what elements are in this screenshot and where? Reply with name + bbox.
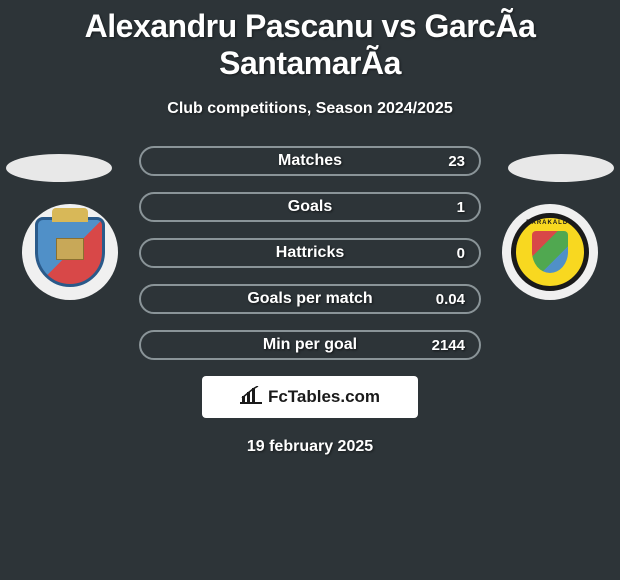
branding-panel[interactable]: FcTables.com <box>202 376 418 418</box>
stat-label: Hattricks <box>276 244 344 262</box>
stat-value-right: 23 <box>448 153 465 170</box>
stat-bars: Matches 23 Goals 1 Hattricks 0 Goals per… <box>139 146 481 360</box>
stat-value-right: 0 <box>457 245 465 262</box>
stat-label: Goals <box>288 198 332 216</box>
stat-label: Goals per match <box>247 290 372 308</box>
club-badge-left-castle-icon <box>56 238 84 260</box>
footer-date: 19 february 2025 <box>0 438 620 456</box>
chart-icon <box>240 386 262 409</box>
page-title: Alexandru Pascanu vs GarcÃa SantamarÃa <box>0 0 620 82</box>
stat-bar-goals: Goals 1 <box>139 192 481 222</box>
club-badge-left-shield <box>35 217 105 287</box>
stat-label: Matches <box>278 152 342 170</box>
stat-value-right: 2144 <box>432 337 465 354</box>
club-badge-left <box>22 204 118 300</box>
comparison-card: Alexandru Pascanu vs GarcÃa SantamarÃa C… <box>0 0 620 580</box>
stat-bar-hattricks: Hattricks 0 <box>139 238 481 268</box>
club-badge-right-shield-icon <box>532 231 568 273</box>
stat-bar-matches: Matches 23 <box>139 146 481 176</box>
player-left-avatar-placeholder <box>6 154 112 182</box>
stat-value-right: 0.04 <box>436 291 465 308</box>
stat-bar-goals-per-match: Goals per match 0.04 <box>139 284 481 314</box>
player-right-avatar-placeholder <box>508 154 614 182</box>
stat-bar-min-per-goal: Min per goal 2144 <box>139 330 481 360</box>
club-badge-right-ring: BARAKALDO <box>511 213 589 291</box>
club-badge-right-name: BARAKALDO <box>516 220 584 226</box>
stat-label: Min per goal <box>263 336 357 354</box>
main-area: BARAKALDO Matches 23 Goals 1 Hattricks 0… <box>0 146 620 456</box>
club-badge-left-crown-icon <box>52 208 88 222</box>
stat-value-right: 1 <box>457 199 465 216</box>
club-badge-right: BARAKALDO <box>502 204 598 300</box>
branding-label: FcTables.com <box>268 387 380 407</box>
competition-subtitle: Club competitions, Season 2024/2025 <box>0 100 620 118</box>
